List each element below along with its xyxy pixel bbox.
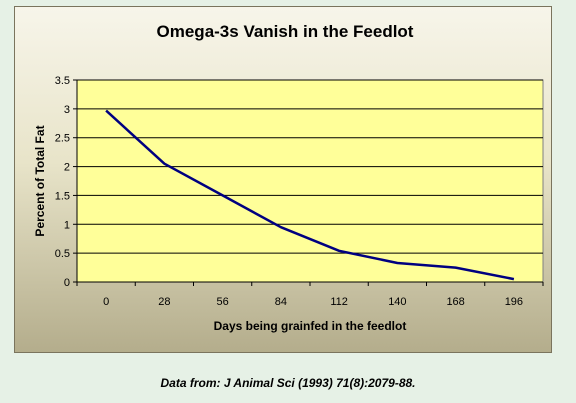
x-tick-label: 28 [158, 296, 170, 308]
y-tick-label: 2 [64, 162, 70, 174]
x-tick-label: 168 [446, 296, 464, 308]
y-tick-label: 1 [64, 219, 70, 231]
x-tick-label: 196 [505, 296, 523, 308]
x-tick-label: 112 [330, 296, 348, 308]
x-tick-label: 0 [103, 296, 109, 308]
y-tick-label: 3.5 [55, 75, 70, 87]
series-line [105, 109, 515, 281]
axes [73, 79, 544, 286]
y-tick-labels: 0 0.5 1 1.5 2 2.5 3 3.5 [55, 75, 70, 289]
x-tick-label: 84 [275, 296, 287, 308]
x-axis-label: Days being grainfed in the feedlot [214, 319, 407, 333]
y-tick-label: 0 [64, 277, 70, 289]
series-group [105, 109, 515, 281]
line-chart: Omega-3s Vanish in the Feedlot 0 0.5 1 1.5 2… [33, 22, 544, 333]
gridlines [77, 79, 543, 254]
chart-container: Omega-3s Vanish in the Feedlot 0 0.5 1 1.5 2… [14, 6, 552, 353]
x-tick-label: 140 [388, 296, 406, 308]
y-tick-label: 0.5 [55, 248, 70, 260]
plot-area [76, 79, 544, 283]
x-tick-labels: 0 28 56 84 112 140 168 196 [103, 296, 523, 308]
chart-title: Omega-3s Vanish in the Feedlot [157, 22, 414, 41]
y-tick-label: 2.5 [55, 133, 70, 145]
y-tick-label: 3 [64, 104, 70, 116]
x-tick-label: 56 [217, 296, 229, 308]
source-caption: Data from: J Animal Sci (1993) 71(8):207… [160, 376, 416, 390]
y-tick-label: 1.5 [55, 190, 70, 202]
y-axis-label: Percent of Total Fat [33, 125, 47, 236]
